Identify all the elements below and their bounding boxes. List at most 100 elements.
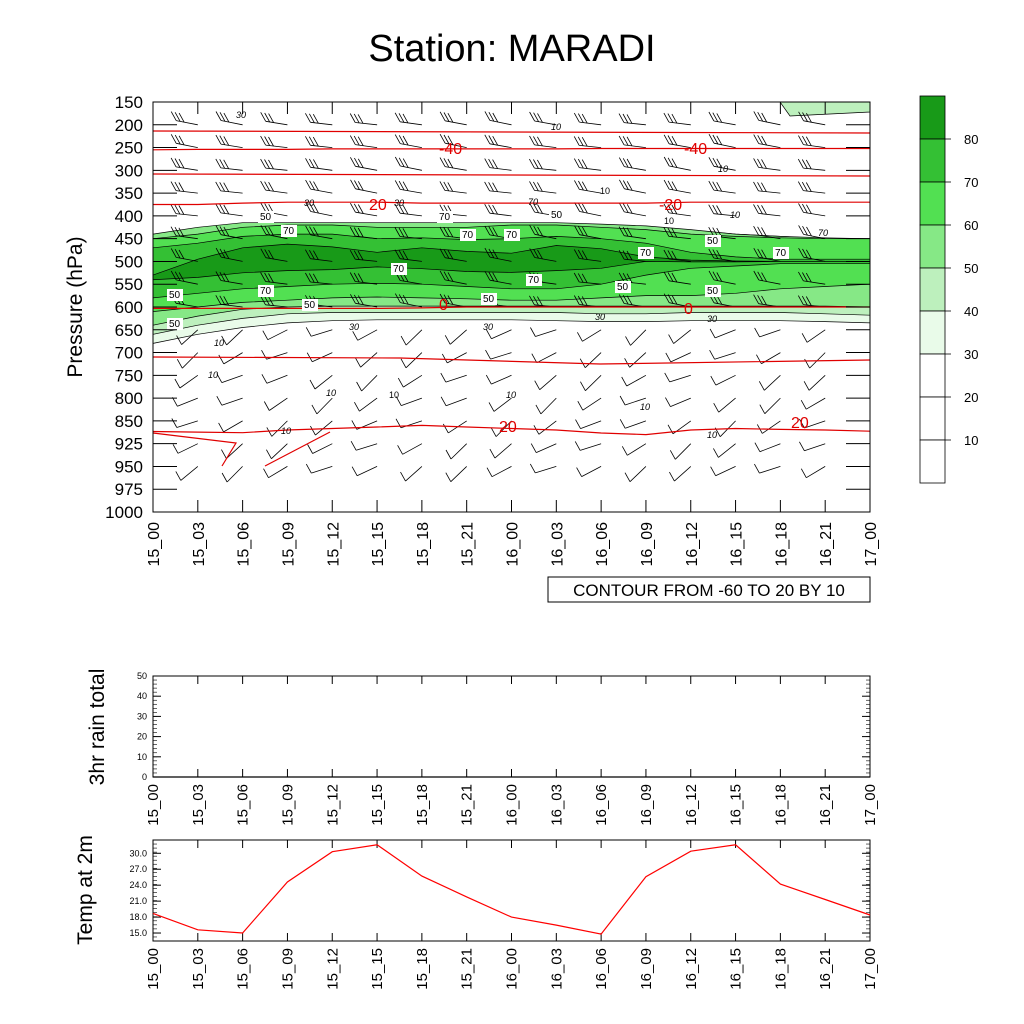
wind-barb-feather	[443, 249, 450, 259]
wind-barb-feather	[218, 422, 224, 433]
wind-barb-feather	[668, 334, 674, 344]
wind-barb	[713, 189, 736, 194]
wind-barb-feather	[716, 182, 723, 192]
wind-barb	[490, 352, 512, 360]
wind-barb-feather	[537, 296, 543, 306]
wind-barb-feather	[708, 248, 715, 259]
wind-barb	[803, 190, 826, 194]
x-tick-label: 16_18	[773, 522, 790, 567]
wind-barb-feather	[445, 449, 452, 460]
wind-barb	[805, 397, 826, 410]
x-tick-label: 16_15	[729, 522, 746, 567]
wind-barb-feather	[216, 396, 223, 406]
wind-barb	[759, 466, 781, 474]
y-tick-label: 40	[137, 691, 147, 701]
wind-barb	[176, 142, 198, 148]
wind-barb-feather	[757, 112, 764, 122]
wind-barb-feather	[806, 226, 812, 237]
wind-barb-feather	[441, 353, 448, 364]
wind-barb	[310, 121, 333, 126]
wind-barb-feather	[667, 227, 674, 237]
y-tick-label: 21.0	[129, 896, 147, 906]
wind-barb-feather	[223, 112, 230, 123]
wind-barb-feather	[492, 227, 499, 237]
wind-barb-feather	[395, 396, 402, 406]
wind-barb-feather	[671, 250, 678, 261]
wind-barb-feather	[264, 249, 271, 259]
wind-barb-feather	[178, 249, 185, 260]
wind-barb-feather	[221, 472, 228, 483]
wind-barb-feather	[626, 158, 633, 169]
wind-barb	[764, 375, 781, 391]
wind-barb-feather	[492, 272, 499, 282]
wind-barb-feather	[534, 380, 541, 390]
wind-barb-feather	[577, 158, 584, 169]
x-tick-label: 15_18	[414, 948, 431, 990]
wind-barb-feather	[626, 227, 633, 237]
wind-barb-feather	[264, 272, 270, 283]
wind-barb-feather	[447, 295, 454, 305]
wind-barb	[489, 190, 512, 194]
contour-label-bg	[258, 211, 274, 223]
wind-barb-feather	[308, 273, 315, 283]
wind-barb-feather	[350, 441, 357, 451]
wind-barb-feather	[671, 113, 678, 124]
wind-barb-feather	[573, 295, 580, 305]
wind-barb-feather	[575, 419, 581, 429]
wind-barb-feather	[709, 328, 716, 339]
wind-barb-feather	[176, 335, 182, 345]
wind-barb-feather	[484, 225, 491, 236]
wind-barb-feather	[573, 158, 580, 168]
wind-barb-feather	[349, 113, 356, 123]
wind-barb	[713, 120, 736, 126]
wind-barb	[445, 120, 467, 126]
wind-barb-feather	[761, 227, 767, 237]
wind-barb-feather	[444, 335, 451, 345]
wind-barb-feather	[533, 136, 539, 146]
wind-barb-feather	[537, 136, 543, 146]
wind-barb-feather	[178, 158, 185, 169]
wind-barb-feather	[708, 204, 715, 214]
colorbar-label: 40	[964, 304, 978, 319]
wind-barb	[182, 352, 199, 369]
wind-barb-feather	[488, 226, 495, 236]
wind-barb	[405, 352, 423, 369]
wind-barb-feather	[709, 350, 715, 360]
wind-barb-feather	[357, 158, 364, 168]
wind-barb-feather	[443, 271, 450, 281]
wind-barb-feather	[667, 204, 674, 214]
wind-barb-feather	[713, 403, 720, 413]
wind-barb-feather	[753, 111, 760, 121]
wind-barb-feather	[712, 204, 719, 215]
contour-label-bg	[705, 285, 721, 297]
wind-barb-feather	[309, 379, 316, 390]
wind-barb-feather	[761, 272, 767, 282]
y-tick-label: 800	[115, 389, 143, 408]
wind-barb-feather	[529, 111, 535, 122]
wind-barb-feather	[174, 181, 181, 192]
wind-barb-feather	[710, 375, 717, 386]
wind-barb-feather	[223, 204, 230, 215]
y-tick-label: 700	[115, 344, 143, 363]
colorbar-box	[919, 138, 946, 183]
wind-barb-feather	[223, 272, 230, 282]
wind-barb-feather	[313, 227, 319, 237]
wind-barb-feather	[219, 112, 226, 122]
wind-barb-feather	[488, 271, 495, 282]
wind-barb-feather	[618, 250, 625, 260]
wind-barb-feather	[754, 327, 760, 338]
wind-barb-feather	[215, 203, 222, 214]
y-tick-label: 30	[137, 711, 147, 721]
wind-barb-feather	[178, 272, 185, 282]
y-tick-label: 1000	[105, 503, 143, 522]
wind-barb-feather	[402, 158, 409, 168]
wind-barb-feather	[757, 204, 763, 215]
wind-barb-feather	[753, 248, 760, 258]
wind-barb-feather	[619, 395, 626, 406]
wind-barb-feather	[264, 159, 270, 169]
wind-barb-feather	[357, 181, 364, 191]
wind-barb-feather	[626, 273, 633, 283]
wind-barb-feather	[174, 227, 181, 237]
wind-barb-feather	[761, 249, 767, 259]
y-tick-label: 975	[115, 480, 143, 499]
